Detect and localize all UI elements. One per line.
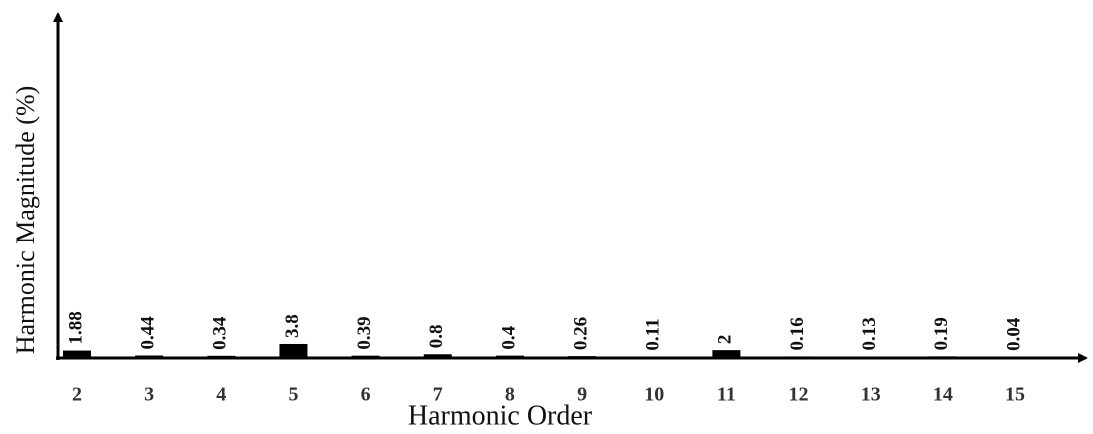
x-tick-label: 12 xyxy=(789,384,809,406)
value-label: 0.13 xyxy=(859,317,880,350)
x-tick-label: 13 xyxy=(861,384,881,406)
value-label: 0.8 xyxy=(426,325,447,349)
value-label: 0.26 xyxy=(570,317,591,350)
value-label: 2 xyxy=(715,335,736,345)
y-axis-title: Harmonic Magnitude (%) xyxy=(11,86,40,355)
x-tick-label: 3 xyxy=(144,384,154,406)
x-axis-title: Harmonic Order xyxy=(408,400,593,431)
bar xyxy=(207,355,236,357)
x-tick-label: 15 xyxy=(1005,384,1025,406)
value-label: 0.4 xyxy=(498,325,519,349)
bar xyxy=(928,356,957,357)
bar xyxy=(423,354,452,357)
bar xyxy=(135,355,164,357)
x-tick-label: 7 xyxy=(433,384,443,406)
value-label: 0.39 xyxy=(354,316,375,349)
x-tick-label: 5 xyxy=(288,384,298,406)
x-tick-label: 11 xyxy=(717,384,736,406)
bar xyxy=(784,356,813,357)
x-tick-label: 10 xyxy=(644,384,664,406)
x-tick-label: 2 xyxy=(72,384,82,406)
value-label: 0.19 xyxy=(931,317,952,350)
bar xyxy=(279,343,308,357)
value-label: 0.11 xyxy=(643,318,664,350)
bar xyxy=(63,350,91,357)
x-tick-label: 9 xyxy=(577,384,587,406)
value-label: 0.04 xyxy=(1003,317,1024,351)
value-label: 0.34 xyxy=(210,316,231,350)
bar xyxy=(712,350,741,357)
x-tick-label: 6 xyxy=(361,384,371,406)
x-tick-label: 14 xyxy=(933,384,953,406)
value-label: 0.44 xyxy=(138,316,159,350)
bar xyxy=(495,355,524,357)
value-label: 3.8 xyxy=(282,314,303,338)
bar xyxy=(351,355,380,357)
x-tick-label: 8 xyxy=(505,384,515,406)
x-tick-label: 4 xyxy=(216,384,226,406)
value-label: 0.16 xyxy=(787,317,808,350)
value-label: 1.88 xyxy=(65,311,86,344)
bar xyxy=(568,356,597,357)
